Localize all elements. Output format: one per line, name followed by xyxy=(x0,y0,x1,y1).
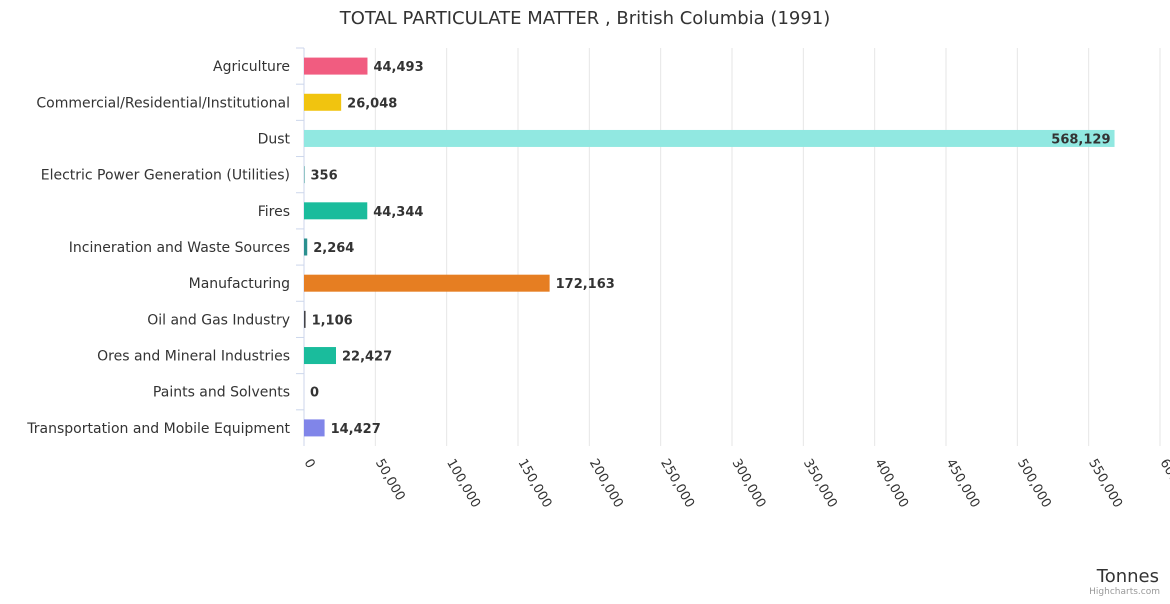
category-label: Manufacturing xyxy=(189,276,290,292)
grid-lines xyxy=(296,47,1161,446)
x-tick-label: 250,000 xyxy=(657,457,697,511)
x-tick-label: 0 xyxy=(301,457,318,472)
data-label: 2,264 xyxy=(313,241,354,256)
x-tick-label: 450,000 xyxy=(943,457,983,511)
data-label: 1,106 xyxy=(312,313,353,328)
chart-title: TOTAL PARTICULATE MATTER , British Colum… xyxy=(339,8,831,29)
category-labels: Agriculture Commercial/Residential/Instit… xyxy=(26,59,290,437)
x-tick-label: 300,000 xyxy=(729,457,769,511)
category-label: Dust xyxy=(258,131,291,147)
data-label: 356 xyxy=(311,169,338,184)
x-tick-label: 150,000 xyxy=(515,457,555,511)
data-label: 14,427 xyxy=(331,422,381,437)
x-tick-label: 350,000 xyxy=(800,457,840,511)
bar[interactable] xyxy=(304,238,308,256)
category-label: Oil and Gas Industry xyxy=(147,312,290,328)
bar[interactable] xyxy=(304,93,342,111)
data-label: 44,344 xyxy=(373,205,423,220)
data-label: 44,493 xyxy=(373,60,423,75)
category-label: Electric Power Generation (Utilities) xyxy=(41,168,290,184)
category-label: Commercial/Residential/Institutional xyxy=(36,95,290,111)
category-label: Incineration and Waste Sources xyxy=(69,240,290,256)
bar[interactable] xyxy=(304,419,325,437)
credits-link[interactable]: Highcharts.com xyxy=(1089,587,1160,597)
bar[interactable] xyxy=(304,202,368,220)
data-label: 22,427 xyxy=(342,350,392,365)
bar[interactable] xyxy=(304,347,336,365)
bar[interactable] xyxy=(304,166,305,184)
category-label: Fires xyxy=(258,204,290,220)
bars: 44,493 26,048 568,129 356 44,344 2,264 172,163… xyxy=(304,57,1115,437)
bar[interactable] xyxy=(304,274,550,292)
data-label: 568,129 xyxy=(1051,132,1110,147)
x-tick-label: 400,000 xyxy=(871,457,911,511)
category-label: Transportation and Mobile Equipment xyxy=(26,421,290,437)
x-tick-label: 200,000 xyxy=(586,457,626,511)
category-label: Paints and Solvents xyxy=(153,385,290,401)
data-label: 172,163 xyxy=(556,277,615,292)
x-axis-tick-labels: 0 50,000 100,000 150,000 200,000 250,000 300,0… xyxy=(301,457,1170,511)
bar[interactable] xyxy=(304,129,1115,147)
data-label: 0 xyxy=(310,386,319,401)
x-tick-label: 600,000 xyxy=(1157,457,1170,511)
x-tick-label: 500,000 xyxy=(1014,457,1054,511)
category-label: Ores and Mineral Industries xyxy=(97,349,290,365)
bar[interactable] xyxy=(304,57,368,75)
data-label: 26,048 xyxy=(347,96,397,111)
category-label: Agriculture xyxy=(213,59,290,75)
x-tick-label: 550,000 xyxy=(1085,457,1125,511)
x-tick-label: 50,000 xyxy=(372,457,408,504)
x-tick-label: 100,000 xyxy=(443,457,483,511)
bar[interactable] xyxy=(304,310,306,328)
x-axis-title: Tonnes xyxy=(1096,566,1159,587)
